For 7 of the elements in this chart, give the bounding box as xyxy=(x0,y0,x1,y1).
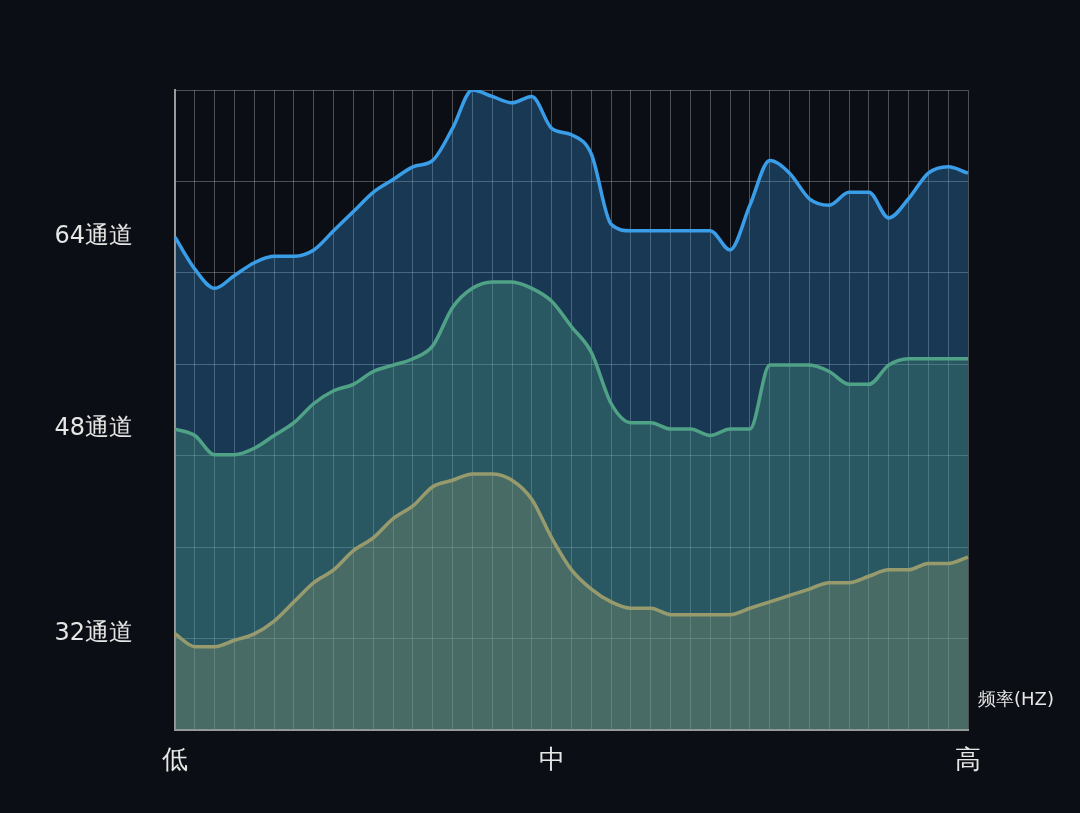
series-label: 64通道 xyxy=(54,221,133,250)
series-label: 48通道 xyxy=(54,413,133,442)
x-axis-title: 频率(HZ) xyxy=(978,688,1054,710)
x-tick-label: 高 xyxy=(955,744,981,775)
x-tick-label: 低 xyxy=(162,744,188,775)
x-tick-label: 中 xyxy=(538,744,565,775)
series-label: 32通道 xyxy=(54,618,133,647)
